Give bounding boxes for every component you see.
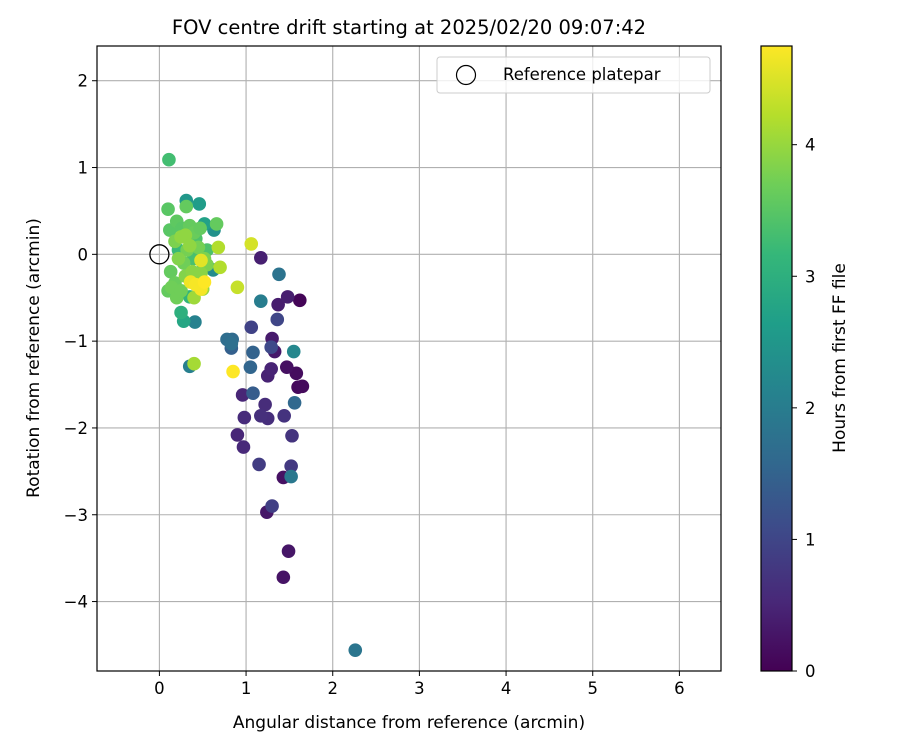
data-point	[193, 221, 207, 236]
data-point	[293, 293, 307, 308]
y-axis-ticks: −4 −3 −2 −1 0 1 2	[64, 72, 97, 612]
plot-area-frame	[96, 45, 722, 672]
x-tick-label: 6	[674, 679, 685, 698]
colorbar-tick-label: 2	[805, 399, 816, 418]
data-point	[246, 386, 260, 401]
data-point	[244, 320, 259, 335]
x-tick-label: 2	[327, 679, 338, 698]
data-point	[244, 237, 259, 251]
legend-reference-marker	[455, 64, 477, 86]
data-point	[209, 217, 224, 231]
data-point	[264, 362, 279, 376]
legend-box	[436, 56, 711, 94]
data-point	[187, 356, 201, 371]
data-point	[162, 152, 176, 167]
y-tick-label: 1	[78, 159, 89, 178]
reference-marker-layer	[149, 244, 170, 265]
colorbar	[761, 46, 792, 671]
data-point	[182, 238, 197, 253]
data-point	[280, 360, 294, 374]
y-tick-label: −3	[64, 506, 88, 525]
data-point	[277, 408, 292, 423]
data-point	[230, 428, 245, 442]
x-axis-ticks: 0 1 2 3 4 5 6	[154, 671, 685, 698]
x-tick-label: 0	[154, 679, 165, 698]
x-tick-label: 4	[501, 679, 512, 698]
y-tick-label: −4	[64, 593, 88, 612]
data-point	[264, 340, 279, 355]
data-point	[243, 360, 258, 374]
colorbar-ticks: 0 1 2 3 4	[792, 136, 816, 681]
scatter-points	[161, 152, 363, 657]
colorbar-tick-label: 3	[805, 267, 816, 286]
data-point	[276, 570, 291, 585]
y-tick-label: −2	[64, 419, 88, 438]
reference-platepar-marker	[149, 244, 170, 265]
data-point	[237, 410, 252, 425]
data-point	[284, 469, 298, 484]
data-point	[163, 264, 178, 279]
data-point	[295, 379, 310, 394]
y-tick-label: 2	[78, 72, 89, 91]
data-point	[197, 275, 212, 289]
data-point	[258, 397, 272, 412]
colorbar-tick-label: 4	[805, 136, 816, 155]
data-point	[194, 253, 208, 268]
data-point	[226, 364, 240, 379]
data-point	[174, 283, 188, 298]
y-tick-label: −1	[64, 332, 88, 351]
data-point	[171, 251, 186, 266]
data-point	[285, 428, 299, 443]
colorbar-label: Hours from first FF file	[830, 263, 850, 453]
data-point	[174, 305, 188, 320]
chart-title: FOV centre drift starting at 2025/02/20 …	[172, 16, 646, 39]
legend-entry-reference-platepar: Reference platepar	[503, 65, 661, 84]
y-axis-label: Rotation from reference (arcmin)	[24, 218, 44, 498]
colorbar-tick-label: 0	[805, 662, 816, 681]
x-tick-label: 1	[241, 679, 252, 698]
data-point	[280, 290, 295, 304]
data-point	[192, 197, 207, 211]
x-tick-label: 3	[414, 679, 425, 698]
data-point	[270, 312, 285, 327]
x-tick-label: 5	[587, 679, 598, 698]
data-point	[252, 457, 266, 472]
data-point	[253, 294, 268, 309]
x-axis-label: Angular distance from reference (arcmin)	[233, 713, 585, 733]
data-point	[178, 228, 193, 243]
data-point	[236, 440, 251, 454]
data-point	[272, 267, 286, 282]
data-point	[253, 408, 268, 423]
data-point	[286, 344, 301, 359]
legend: Reference platepar	[436, 56, 711, 94]
data-point	[161, 202, 175, 216]
data-point	[179, 199, 194, 214]
colorbar-tick-label: 1	[805, 530, 816, 549]
data-point	[281, 544, 296, 559]
data-point	[246, 345, 260, 360]
data-point	[284, 459, 298, 473]
data-point	[188, 315, 202, 329]
colorbar-frame	[760, 45, 793, 672]
data-point	[224, 336, 239, 351]
data-point	[271, 297, 285, 312]
data-point	[230, 280, 245, 295]
data-point	[253, 251, 268, 265]
data-point	[211, 240, 226, 255]
data-point	[348, 643, 363, 657]
data-point	[265, 499, 279, 513]
data-point	[213, 260, 227, 275]
y-tick-label: 0	[78, 245, 89, 264]
grid-lines	[97, 46, 721, 671]
data-point	[287, 395, 302, 410]
data-point	[235, 388, 250, 402]
